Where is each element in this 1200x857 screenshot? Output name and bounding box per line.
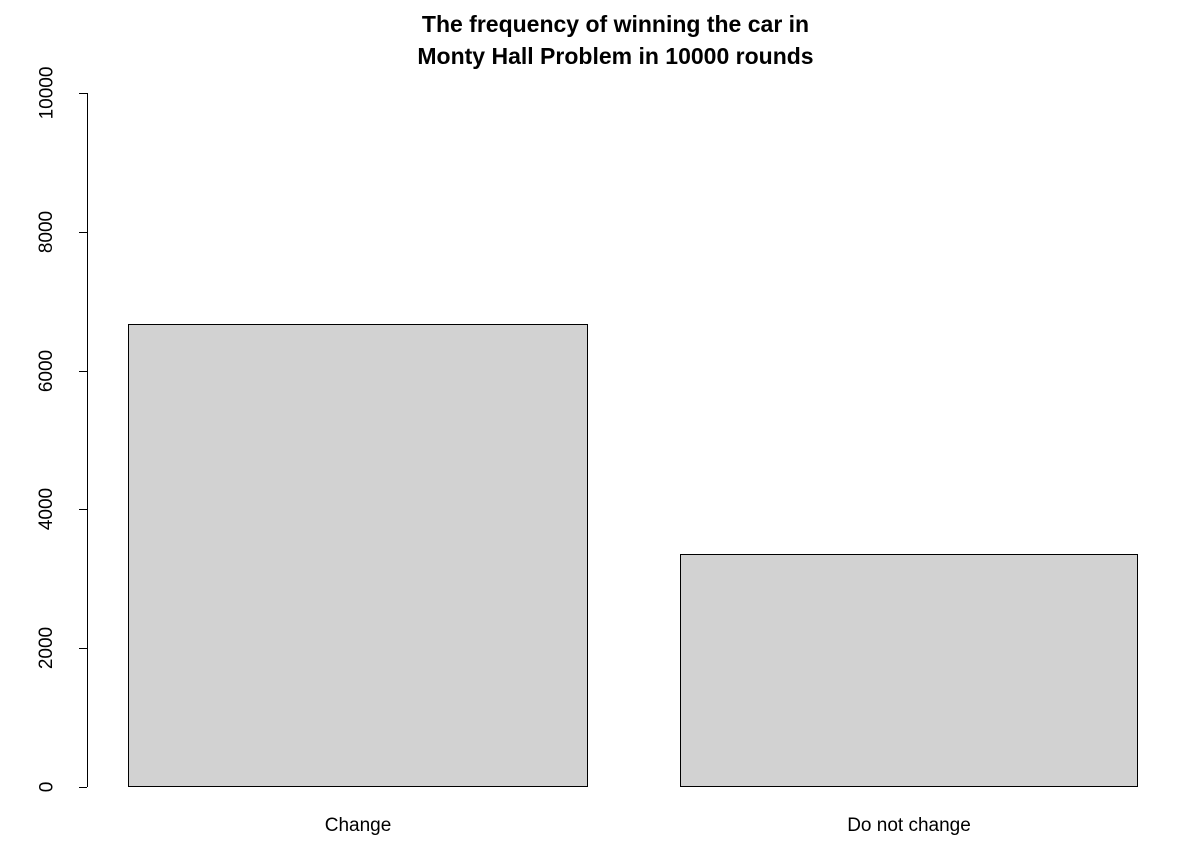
y-tick-label: 6000 bbox=[30, 321, 64, 421]
y-tick-label-text: 2000 bbox=[36, 626, 57, 670]
y-tick-label-text: 8000 bbox=[36, 210, 57, 254]
y-tick-mark bbox=[79, 93, 87, 94]
y-tick-label: 0 bbox=[30, 737, 64, 837]
y-tick-label: 8000 bbox=[30, 182, 64, 282]
plot-area: 0 2000 4000 6000 8000 10000 Change Do not chang… bbox=[36, 67, 1143, 836]
x-category-label-change: Change bbox=[324, 815, 392, 836]
y-tick-mark bbox=[79, 648, 87, 649]
bar-change bbox=[128, 324, 588, 787]
y-tick-label: 4000 bbox=[30, 459, 64, 559]
chart-title-line2: Monty Hall Problem in 10000 rounds bbox=[417, 43, 814, 69]
bar-do-not-change bbox=[680, 554, 1138, 787]
y-tick-label: 10000 bbox=[30, 43, 64, 143]
x-category-label-do-not-change: Do not change bbox=[847, 815, 971, 836]
y-tick-label-text: 6000 bbox=[36, 349, 57, 393]
y-axis-line bbox=[87, 93, 88, 787]
y-tick-mark bbox=[79, 787, 87, 788]
chart-title-line1: The frequency of winning the car in bbox=[421, 11, 810, 37]
y-tick-label-text: 10000 bbox=[36, 66, 57, 120]
chart-title: The frequency of winning the car in Mont… bbox=[88, 8, 1143, 72]
y-tick-mark bbox=[79, 371, 87, 372]
y-tick-label-text: 4000 bbox=[36, 487, 57, 531]
y-tick-mark bbox=[79, 509, 87, 510]
y-tick-mark bbox=[79, 232, 87, 233]
y-tick-label-text: 0 bbox=[35, 781, 57, 793]
y-tick-label: 2000 bbox=[30, 598, 64, 698]
